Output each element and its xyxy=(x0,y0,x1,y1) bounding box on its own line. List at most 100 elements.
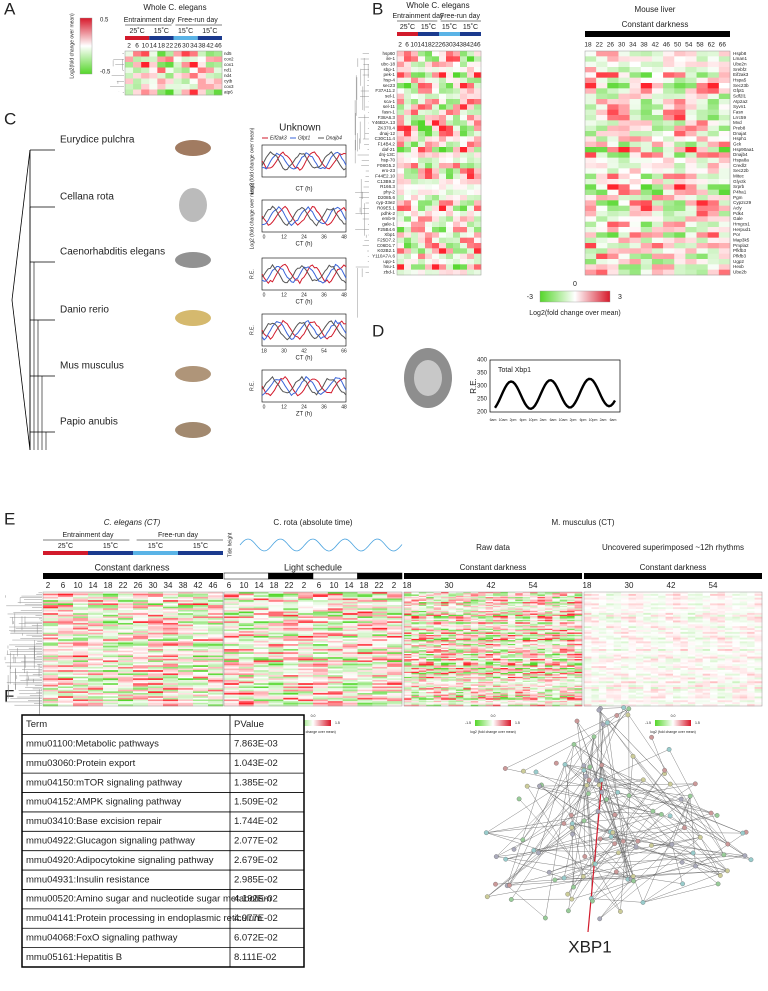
heatmap-cell xyxy=(190,84,198,90)
heatmap-cell xyxy=(674,110,685,116)
label: ile-1 xyxy=(386,56,395,61)
label: zbd-1 xyxy=(384,270,396,275)
heatmap-cell xyxy=(467,94,474,100)
condition-bar xyxy=(43,551,88,555)
heatmap-cell xyxy=(404,248,411,254)
label: Ube2n xyxy=(733,62,747,67)
heatmap-cell xyxy=(474,184,481,190)
heatmap-cell xyxy=(198,51,206,57)
heatmap-cell xyxy=(425,56,432,62)
heatmap-cell xyxy=(585,158,596,164)
heatmap-cell xyxy=(663,62,674,68)
heatmap-cell xyxy=(474,83,481,89)
heatmap-cell xyxy=(206,51,214,57)
label: 66 xyxy=(341,348,347,354)
condition-bar xyxy=(88,551,133,555)
heatmap-cell xyxy=(411,147,418,153)
heatmap-cell xyxy=(697,254,708,260)
heatmap-cell xyxy=(182,57,190,63)
heatmap-cell xyxy=(585,126,596,132)
heatmap-cell xyxy=(708,222,719,228)
heatmap-cell xyxy=(404,184,411,190)
heatmap-cell xyxy=(607,238,618,244)
heatmap-cell xyxy=(425,195,432,201)
heatmap-cell xyxy=(432,216,439,222)
label: 2pm xyxy=(570,418,577,422)
heatmap-cell xyxy=(697,131,708,137)
condition-bar xyxy=(198,36,222,40)
heatmap-cell xyxy=(585,248,596,254)
label: emb-9 xyxy=(382,216,395,221)
heatmap xyxy=(224,592,402,706)
label: 38 xyxy=(198,43,206,50)
heatmap-cell xyxy=(618,184,629,190)
heatmap-cell xyxy=(418,99,425,105)
heatmap-cell xyxy=(708,83,719,89)
heatmap-cell xyxy=(630,131,641,137)
heatmap-cell xyxy=(674,232,685,238)
heatmap-cell xyxy=(697,206,708,212)
label: Syvn1 xyxy=(733,104,746,109)
heatmap-cell xyxy=(446,51,453,57)
heatmap-cell xyxy=(618,62,629,68)
heatmap-cell xyxy=(474,163,481,169)
heatmap-cell xyxy=(397,211,404,217)
heatmap-cell xyxy=(618,115,629,121)
heatmap-cell xyxy=(596,99,607,105)
heatmap-cell xyxy=(719,259,730,265)
label: 15˚C xyxy=(103,542,118,550)
label: hsu-1 xyxy=(384,264,396,269)
heatmap-cell xyxy=(446,131,453,137)
label: R166.3 xyxy=(380,184,395,189)
heatmap-cell xyxy=(453,195,460,201)
heatmap-cell xyxy=(432,232,439,238)
label: Light schedule xyxy=(284,562,342,572)
heatmap-cell xyxy=(474,147,481,153)
label: CT (h) xyxy=(296,242,313,248)
heatmap-cell xyxy=(652,259,663,265)
heatmap-cell xyxy=(585,83,596,89)
heatmap-cell xyxy=(439,94,446,100)
heatmap-cell xyxy=(453,232,460,238)
heatmap-cell xyxy=(214,62,222,68)
heatmap-cell xyxy=(474,72,481,78)
label: 34 xyxy=(629,42,637,49)
heatmap-cell xyxy=(607,147,618,153)
label: Uncovered superimposed ~12h rhythms xyxy=(602,543,744,552)
heatmap-cell xyxy=(641,206,652,212)
heatmap-cell xyxy=(607,120,618,126)
heatmap-cell xyxy=(206,68,214,74)
heatmap-cell xyxy=(685,248,696,254)
label: Dnajb4 xyxy=(733,152,748,157)
label: 10pm xyxy=(589,418,598,422)
label: 48 xyxy=(341,404,347,410)
heatmap-cell xyxy=(596,190,607,196)
heatmap-cell xyxy=(596,222,607,228)
heatmap-cell xyxy=(198,73,206,79)
heatmap-cell xyxy=(697,200,708,206)
label: Pfkfb3 xyxy=(733,254,746,259)
label: Glyctk xyxy=(733,179,746,184)
heatmap-cell xyxy=(467,142,474,148)
heatmap-cell xyxy=(453,206,460,212)
heatmap-cell xyxy=(467,200,474,206)
label: Free-run day xyxy=(178,17,219,24)
heatmap-cell xyxy=(585,168,596,174)
species-icon xyxy=(179,188,207,222)
heatmap-cell xyxy=(630,136,641,142)
heatmap-cell xyxy=(663,83,674,89)
heatmap-cell xyxy=(697,115,708,121)
heatmap-cell xyxy=(596,120,607,126)
heatmap-cell xyxy=(418,88,425,94)
heatmap-cell xyxy=(397,184,404,190)
heatmap-cell xyxy=(697,259,708,265)
heatmap-cell xyxy=(652,222,663,228)
label: 14 xyxy=(89,581,98,590)
heatmap-cell xyxy=(630,83,641,89)
heatmap-cell xyxy=(418,179,425,185)
heatmap-cell xyxy=(663,163,674,169)
heatmap-cell xyxy=(674,78,685,84)
heatmap-cell xyxy=(674,67,685,73)
label: 2 xyxy=(46,581,51,590)
heatmap-cell xyxy=(418,62,425,68)
